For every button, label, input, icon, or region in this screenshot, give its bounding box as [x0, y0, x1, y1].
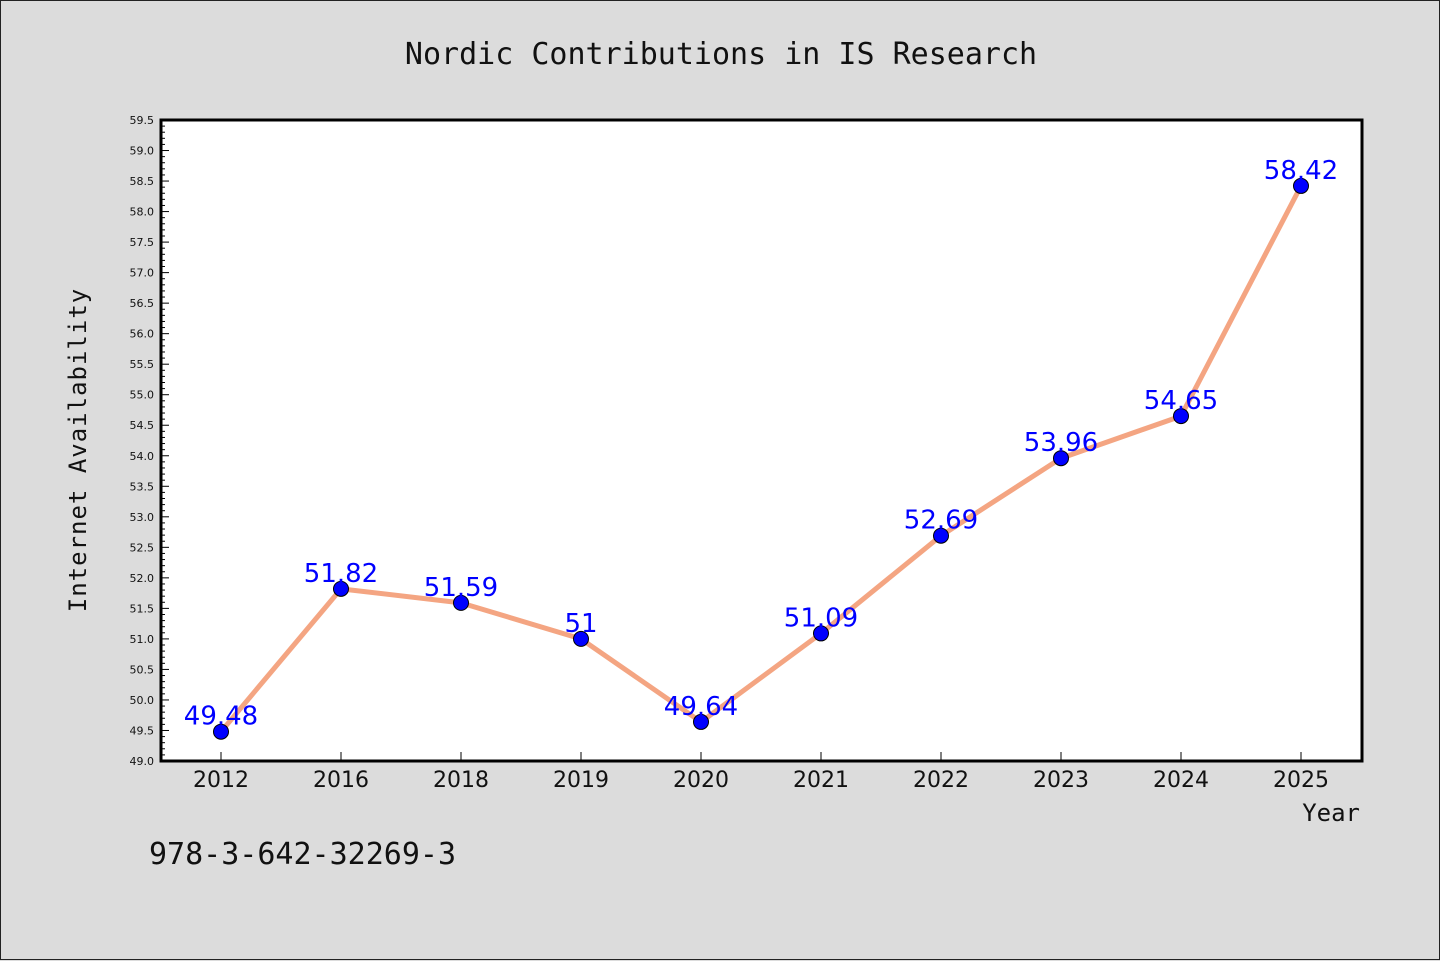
data-label: 53.96 — [1024, 428, 1098, 458]
y-tick-label: 54.0 — [130, 450, 155, 463]
y-tick-label: 53.5 — [130, 480, 155, 493]
x-tick-label: 2016 — [313, 768, 369, 793]
y-tick-label: 51.5 — [130, 602, 155, 615]
y-axis-label: Internet Availability — [64, 288, 92, 612]
y-tick-label: 54.5 — [130, 419, 155, 432]
data-label: 51.59 — [424, 573, 498, 603]
data-point-marker — [813, 625, 829, 642]
y-tick-label: 49.0 — [130, 755, 155, 768]
data-point-marker — [333, 580, 349, 597]
plot-area — [159, 118, 1364, 763]
isbn-footnote: 978-3-642-32269-3 — [149, 837, 456, 872]
data-label: 58.42 — [1264, 156, 1338, 186]
y-tick-label: 52.5 — [130, 541, 155, 554]
y-tick-label: 50.0 — [130, 694, 155, 707]
chart-title: Nordic Contributions in IS Research — [405, 37, 1037, 72]
data-label: 51.09 — [784, 603, 858, 633]
data-label: 49.48 — [184, 702, 258, 732]
data-label: 49.64 — [664, 692, 738, 722]
y-tick-label: 52.0 — [130, 572, 155, 585]
y-tick-label: 58.5 — [130, 175, 155, 188]
data-point-marker — [1053, 450, 1069, 467]
x-tick-label: 2018 — [433, 768, 489, 793]
data-point-marker — [933, 527, 949, 544]
y-tick-label: 56.5 — [130, 297, 155, 310]
y-tick-label: 49.5 — [130, 724, 155, 737]
data-point-marker — [1293, 177, 1309, 194]
x-axis-label: Year — [1302, 799, 1360, 827]
data-point-marker — [213, 723, 229, 740]
y-tick-label: 55.0 — [130, 389, 155, 402]
y-tick-label: 56.0 — [130, 328, 155, 341]
x-tick-label: 2022 — [913, 768, 969, 793]
y-tick-label: 57.0 — [130, 267, 155, 280]
data-label: 51 — [564, 609, 597, 639]
data-point-marker — [1173, 408, 1189, 425]
y-axis: 49.0 49.5 50.0 50.5 51.0 51.5 52.0 52.5 53.0 53.5… — [130, 114, 169, 768]
data-label: 54.65 — [1144, 386, 1218, 416]
y-tick-label: 58.0 — [130, 206, 155, 219]
data-point-marker — [453, 594, 469, 611]
x-tick-label: 2023 — [1033, 768, 1089, 793]
data-point-marker — [693, 713, 709, 730]
y-tick-label: 57.5 — [130, 236, 155, 249]
y-tick-label: 59.5 — [130, 114, 155, 127]
x-tick-label: 2021 — [793, 768, 849, 793]
y-tick-label: 55.5 — [130, 358, 155, 371]
series-line-group — [213, 177, 1309, 740]
data-label-group: 49.48 51.82 51.59 51 49.64 51.09 52.69 53.96 54.… — [184, 156, 1338, 732]
x-tick-label: 2012 — [193, 768, 249, 793]
data-point-marker — [573, 630, 589, 647]
x-tick-label: 2019 — [553, 768, 609, 793]
x-tick-label: 2025 — [1273, 768, 1329, 793]
data-label: 52.69 — [904, 506, 978, 536]
data-label: 51.82 — [304, 559, 378, 589]
x-axis: 2012 2016 2018 2019 2020 2021 2022 2023 2024 2025 — [193, 752, 1329, 793]
y-tick-label: 59.0 — [130, 145, 155, 158]
y-tick-label: 53.0 — [130, 511, 155, 524]
x-tick-label: 2024 — [1153, 768, 1209, 793]
x-tick-label: 2020 — [673, 768, 729, 793]
y-tick-label: 51.0 — [130, 633, 155, 646]
y-tick-label: 50.5 — [130, 663, 155, 676]
series-line — [218, 183, 1304, 735]
